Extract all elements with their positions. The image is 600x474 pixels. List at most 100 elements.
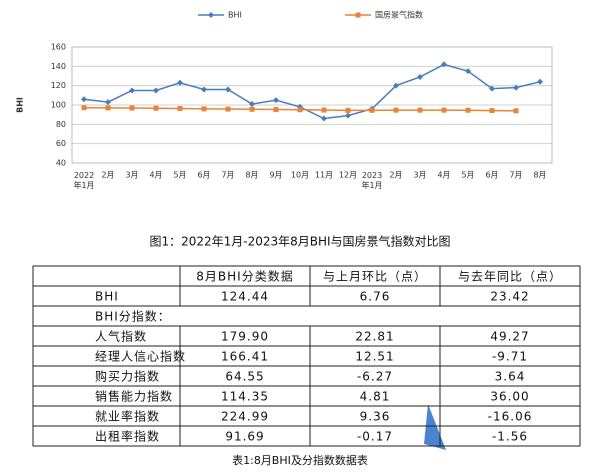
x-tick-label: 12月 — [339, 171, 357, 180]
point — [201, 106, 207, 112]
caption: 图1：2022年1月-2023年8月BHI与国房景气指数对比图 — [149, 234, 450, 249]
table-text: 124.44 — [221, 290, 269, 304]
x-tick-label: 2023 年1月 — [361, 171, 382, 190]
table-text: 3.64 — [495, 370, 526, 384]
y-tick-label: 60 — [56, 139, 66, 148]
table-text: 人气指数 — [95, 329, 147, 344]
table-header: 与去年同比（点） — [458, 270, 562, 284]
x-tick-label: 5月 — [173, 171, 186, 180]
point — [441, 61, 447, 68]
y-axis-label: BHI — [16, 97, 25, 113]
table-text: -1.56 — [492, 430, 528, 444]
x-tick-label: 2月 — [101, 171, 114, 180]
point — [537, 78, 543, 85]
point — [513, 108, 519, 114]
table-text: -0.17 — [357, 430, 393, 444]
point — [273, 107, 279, 113]
legend-marker — [355, 12, 361, 18]
table-text: 就业率指数 — [95, 409, 160, 424]
table-text: 224.99 — [221, 410, 269, 424]
point — [417, 107, 423, 113]
x-tick-label: 2022 年1月 — [73, 171, 94, 190]
table-text: 91.69 — [225, 430, 264, 444]
x-tick-label: 7月 — [221, 171, 234, 180]
point — [393, 82, 399, 89]
table-text: 销售能力指数 — [95, 389, 173, 404]
table-text: 179.90 — [221, 330, 269, 344]
x-tick-label: 3月 — [413, 171, 426, 180]
plot-border — [71, 46, 553, 164]
x-tick-label: 9月 — [269, 171, 282, 180]
table-text: -9.71 — [492, 350, 528, 364]
point — [393, 107, 399, 113]
y-tick-label: 80 — [56, 120, 66, 129]
point — [81, 96, 87, 103]
table-text: 6.76 — [360, 290, 391, 304]
table-text: 出租率指数 — [95, 429, 160, 444]
point — [273, 97, 279, 104]
point — [177, 105, 183, 111]
y-tick-label: 160 — [51, 43, 66, 52]
x-tick-label: 4月 — [149, 171, 162, 180]
x-tick-label: 8月 — [245, 171, 258, 180]
table-text: BHI — [95, 290, 119, 304]
table-cell — [439, 425, 581, 447]
table-text: 4.81 — [360, 390, 391, 404]
table-text: -16.06 — [488, 410, 533, 424]
point — [489, 85, 495, 92]
x-tick-label: 6月 — [485, 171, 498, 180]
table-header: 8月BHI分类数据 — [196, 269, 293, 284]
point — [465, 107, 471, 113]
point — [465, 68, 471, 75]
table-text: 23.42 — [490, 290, 529, 304]
point — [297, 107, 303, 113]
point — [417, 73, 423, 80]
table-text: 购买力指数 — [95, 369, 160, 384]
point — [153, 105, 159, 111]
legend-label: BHI — [228, 11, 242, 20]
point — [489, 108, 495, 114]
table-text: -6.27 — [357, 370, 393, 384]
table-text: 64.55 — [225, 370, 264, 384]
table-text: 22.81 — [355, 330, 394, 344]
table-text: 36.00 — [490, 390, 529, 404]
point — [249, 101, 255, 108]
point — [321, 115, 327, 122]
legend-label: 国房景气指数 — [375, 10, 423, 20]
table-header: 与上月环比（点） — [323, 270, 427, 284]
table-text: BHI分指数： — [95, 309, 171, 324]
point — [225, 106, 231, 112]
point — [177, 79, 183, 86]
table-text: 经理人信心指数 — [95, 349, 186, 364]
x-tick-label: 2月 — [389, 171, 402, 180]
point — [225, 86, 231, 93]
y-tick-label: 120 — [51, 81, 66, 90]
point — [369, 107, 375, 113]
legend-marker — [208, 12, 214, 18]
x-tick-label: 11月 — [315, 171, 333, 180]
table-text: 166.41 — [221, 350, 269, 364]
y-tick-label: 100 — [51, 101, 66, 110]
x-tick-label: 4月 — [437, 171, 450, 180]
table-caption: 表1:8月BHI及分指数数据表 — [232, 453, 368, 467]
point — [105, 99, 111, 106]
x-tick-label: 7月 — [509, 171, 522, 180]
point — [81, 105, 87, 111]
point — [321, 107, 327, 113]
point — [441, 107, 447, 113]
point — [105, 105, 111, 111]
point — [153, 87, 159, 94]
x-tick-label: 3月 — [125, 171, 138, 180]
point — [129, 105, 135, 111]
x-tick-label: 5月 — [461, 171, 474, 180]
point — [345, 107, 351, 113]
series-line — [83, 63, 541, 120]
point — [129, 87, 135, 94]
table-text: 114.35 — [221, 390, 269, 404]
table-text: 9.36 — [360, 410, 391, 424]
table-text: 49.27 — [490, 330, 529, 344]
x-tick-label: 8月 — [533, 171, 546, 180]
x-tick-label: 10月 — [291, 171, 309, 180]
